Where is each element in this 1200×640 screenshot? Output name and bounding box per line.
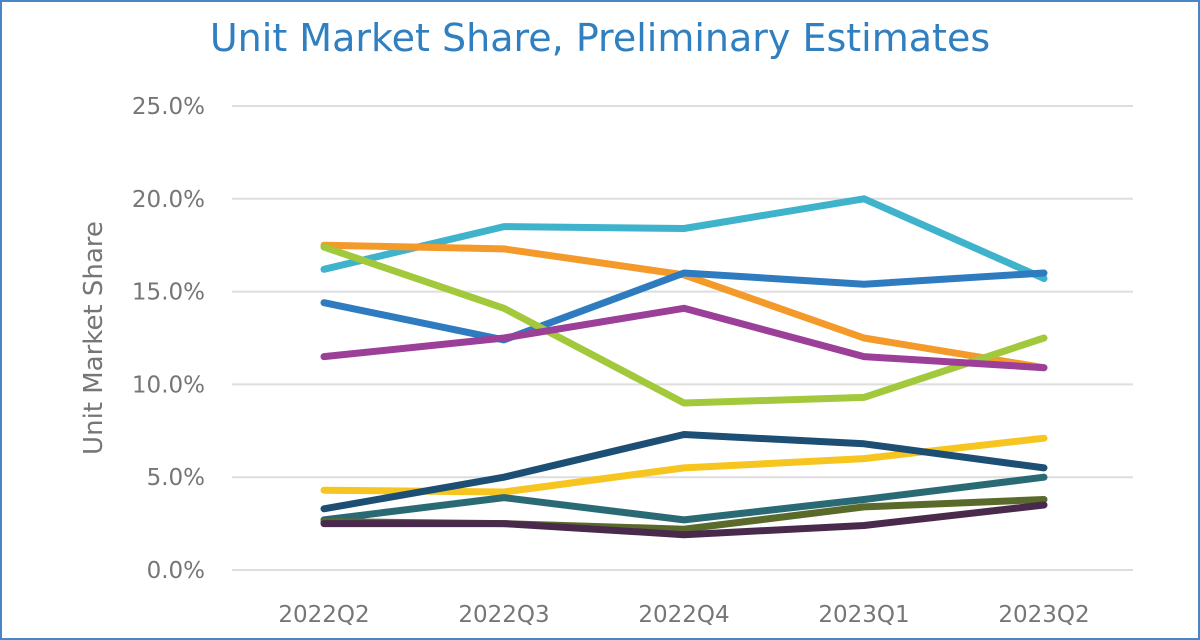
chart-title: Unit Market Share, Preliminary Estimates <box>209 16 991 60</box>
y-axis-label: Unit Market Share <box>79 221 109 455</box>
y-tick-label: 0.0% <box>147 558 205 584</box>
x-tick-label: 2022Q2 <box>278 602 369 628</box>
series-line-4 <box>320 243 1048 407</box>
x-tick-label: 2022Q4 <box>638 602 729 628</box>
x-tick-label: 2022Q3 <box>458 602 549 628</box>
x-tick-label: 2023Q1 <box>818 602 909 628</box>
series-lines <box>320 195 1048 539</box>
series-line-1 <box>320 195 1048 283</box>
x-axis-ticks: 2022Q2 2022Q3 2022Q4 2023Q1 2023Q2 <box>278 602 1089 628</box>
series-line-6 <box>320 434 1048 496</box>
series-line-5 <box>320 304 1048 372</box>
series-line-10 <box>320 501 1048 539</box>
gridlines <box>232 105 1133 571</box>
y-axis-ticks: 0.0% 5.0% 10.0% 15.0% 20.0% 25.0% <box>132 94 205 584</box>
y-tick-label: 20.0% <box>132 187 205 213</box>
y-tick-label: 15.0% <box>132 280 205 306</box>
series-line-7 <box>320 431 1048 513</box>
y-tick-label: 5.0% <box>147 465 205 491</box>
y-tick-label: 10.0% <box>132 372 205 398</box>
series-line-3 <box>320 269 1048 344</box>
y-tick-label: 25.0% <box>132 94 205 120</box>
x-tick-label: 2023Q2 <box>998 602 1089 628</box>
series-line-8 <box>320 473 1048 524</box>
